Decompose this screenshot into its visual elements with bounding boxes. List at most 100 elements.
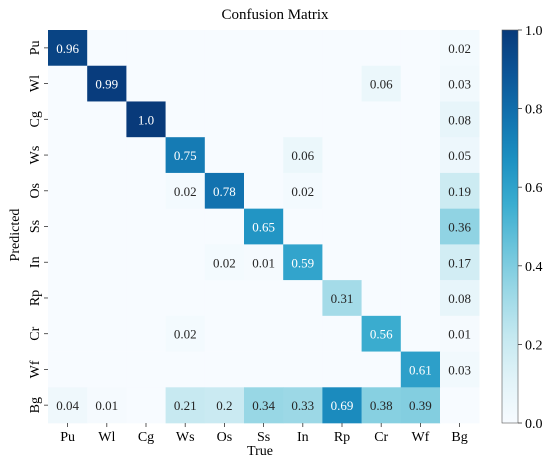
heatmap-cell-Cg-Cr — [361, 101, 402, 138]
heatmap-cell-Ws-Ws — [165, 137, 206, 174]
cell-value-label: 0.99 — [95, 77, 118, 92]
heatmap-cell-Ss-In — [283, 208, 323, 245]
heatmap-cell-Wf-Ss — [244, 351, 284, 388]
cell-value-label: 0.96 — [56, 41, 79, 56]
heatmap-cell-Wf-Pu — [48, 351, 88, 388]
cell-value-label: 0.36 — [448, 220, 471, 235]
heatmap-cell-Cr-Bg — [440, 315, 480, 352]
heatmap-cell-Cg-Os — [204, 101, 245, 138]
heatmap-cell-Wl-Cg — [126, 65, 166, 102]
heatmap-cell-Ss-Os — [204, 208, 245, 245]
cell-value-label: 0.19 — [448, 184, 471, 199]
heatmap-cell-Cr-Wf — [400, 315, 441, 352]
cell-value-label: 0.38 — [370, 398, 393, 413]
heatmap-cell-In-Wl — [87, 244, 127, 281]
heatmap-cell-Rp-Os — [204, 280, 245, 317]
heatmap-cell-Wl-Ws — [165, 65, 206, 102]
heatmap-cell-Cr-Os — [204, 315, 245, 352]
cell-value-label: 0.02 — [213, 255, 236, 270]
heatmap-cell-Ss-Wl — [87, 208, 127, 245]
cell-value-label: 0.33 — [291, 398, 314, 413]
heatmap-cell-Rp-Ss — [244, 280, 284, 317]
heatmap-cell-Os-Cr — [361, 172, 402, 209]
heatmap-cell-Wl-Wl — [87, 65, 127, 102]
cell-value-label: 0.01 — [448, 327, 471, 342]
chart-title: Confusion Matrix — [221, 7, 329, 23]
heatmap-cell-Ss-Rp — [322, 208, 362, 245]
heatmap-cell-Cg-Wf — [400, 101, 441, 138]
heatmap-cell-Bg-Rp — [322, 387, 362, 424]
heatmap-cell-In-Cg — [126, 244, 166, 281]
cell-value-label: 0.01 — [95, 398, 118, 413]
heatmap-cell-Ws-Cr — [361, 137, 402, 174]
heatmap-cell-Wl-Cr — [361, 65, 402, 102]
heatmap-cell-Bg-In — [283, 387, 323, 424]
heatmap-cell-Cg-Ss — [244, 101, 284, 138]
colorbar-tick-label: 0.8 — [525, 103, 543, 118]
y-axis-ticks: Pu Wl Cg Ws Os Ss In Rp Cr Wf Bg — [28, 40, 48, 413]
heatmap-cell-Pu-Cr — [361, 30, 402, 67]
x-axis-ticks: Pu Wl Cg Ws Os Ss In Rp Cr Wf Bg — [60, 423, 468, 445]
heatmap-cell-Pu-Ws — [165, 30, 206, 67]
heatmap-cell-In-Ss — [244, 244, 284, 281]
heatmap-cell-Ws-Os — [204, 137, 245, 174]
heatmap-cell-Ss-Cr — [361, 208, 402, 245]
heatmap-cell-Rp-Ws — [165, 280, 206, 317]
heatmap-cell-Cr-Ss — [244, 315, 284, 352]
heatmap-cell-Os-Bg — [440, 172, 480, 209]
heatmap-cell-Ws-Pu — [48, 137, 88, 174]
heatmap-cell-Cg-Cg — [126, 101, 166, 138]
heatmap-cell-Ws-Wl — [87, 137, 127, 174]
heatmap-cell-Cg-Pu — [48, 101, 88, 138]
cell-value-label: 0.75 — [174, 148, 197, 163]
x-tick-label: Rp — [334, 430, 350, 445]
heatmap-cells — [48, 30, 480, 424]
heatmap-cell-Os-Os — [204, 172, 245, 209]
x-tick-label: Ss — [257, 430, 270, 445]
cell-value-label: 0.05 — [448, 148, 471, 163]
y-tick-label: Ss — [28, 220, 43, 233]
x-tick-label: Cg — [138, 430, 154, 445]
heatmap-cell-Cg-Rp — [322, 101, 362, 138]
cell-value-label: 0.17 — [448, 255, 471, 270]
heatmap-cell-Ws-Ss — [244, 137, 284, 174]
cell-value-label: 0.06 — [291, 148, 314, 163]
heatmap-cell-Rp-Pu — [48, 280, 88, 317]
heatmap-cell-Wf-In — [283, 351, 323, 388]
heatmap-cell-Os-In — [283, 172, 323, 209]
heatmap-cell-Os-Pu — [48, 172, 88, 209]
colorbar-ticks: 0.0 0.2 0.4 0.6 0.8 1.0 — [518, 24, 543, 432]
heatmap-cell-Os-Cg — [126, 172, 166, 209]
heatmap-cell-In-Os — [204, 244, 245, 281]
heatmap-cell-Wf-Wl — [87, 351, 127, 388]
heatmap-cell-Bg-Pu — [48, 387, 88, 424]
heatmap-cell-Wl-Ss — [244, 65, 284, 102]
heatmap-cell-Pu-Wl — [87, 30, 127, 67]
heatmap-cell-Os-Ws — [165, 172, 206, 209]
cell-value-label: 0.31 — [331, 291, 354, 306]
cell-value-label: 0.69 — [331, 398, 354, 413]
heatmap-cell-Cr-In — [283, 315, 323, 352]
heatmap-cell-Pu-Wf — [400, 30, 441, 67]
heatmap-cell-Cr-Wl — [87, 315, 127, 352]
cell-value-label: 0.08 — [448, 291, 471, 306]
heatmap-cell-Ss-Ws — [165, 208, 206, 245]
heatmap-cell-Wf-Bg — [440, 351, 480, 388]
heatmap-cell-Bg-Bg — [440, 387, 480, 424]
cell-value-label: 0.2 — [216, 398, 232, 413]
x-tick-label: Cr — [374, 430, 388, 445]
heatmap-cell-Rp-In — [283, 280, 323, 317]
x-tick-label: Bg — [451, 430, 467, 445]
heatmap-cell-Wl-Wf — [400, 65, 441, 102]
heatmap-cell-Ss-Ss — [244, 208, 284, 245]
heatmap-cell-Pu-Cg — [126, 30, 166, 67]
heatmap-cell-Wl-Rp — [322, 65, 362, 102]
heatmap-cell-Ss-Wf — [400, 208, 441, 245]
cell-value-label: 0.65 — [252, 220, 275, 235]
heatmap-cell-Cg-Bg — [440, 101, 480, 138]
cell-value-label: 0.04 — [56, 398, 79, 413]
heatmap-cell-Ss-Pu — [48, 208, 88, 245]
heatmap-cell-In-Bg — [440, 244, 480, 281]
cell-value-label: 0.78 — [213, 184, 236, 199]
